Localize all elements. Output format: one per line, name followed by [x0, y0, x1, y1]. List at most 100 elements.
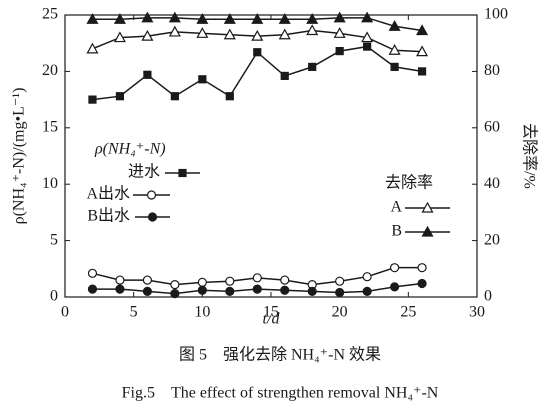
data-point	[416, 45, 429, 57]
data-point	[280, 275, 290, 285]
legend-marker	[421, 225, 434, 237]
data-point	[361, 11, 374, 23]
data-point	[141, 11, 154, 23]
y-tick-label: 0	[50, 288, 58, 305]
data-point	[417, 278, 427, 289]
legend-label: B出水	[87, 207, 130, 225]
data-point	[115, 275, 125, 285]
data-point	[170, 279, 180, 290]
data-point	[388, 44, 401, 55]
data-point	[251, 12, 264, 24]
data-point	[278, 28, 291, 40]
caption: Fig.5 The effect of strengthen removal N…	[122, 385, 439, 402]
legend-label: 进水	[128, 163, 160, 181]
legend-marker	[421, 201, 434, 213]
x-tick-label: 25	[400, 304, 416, 321]
data-point	[170, 92, 179, 101]
y-tick-label: 10	[42, 175, 58, 192]
y2-tick-label: 20	[484, 231, 500, 248]
data-point	[306, 12, 319, 24]
legend-label: A	[390, 199, 402, 216]
data-point	[390, 282, 400, 292]
data-point	[143, 70, 152, 79]
y-tick-label: 5	[50, 231, 58, 248]
y-tick-label: 25	[42, 6, 58, 23]
data-point	[196, 12, 209, 24]
data-point	[198, 75, 207, 84]
data-point	[251, 29, 264, 41]
x-tick-label: 5	[130, 304, 138, 321]
y2-tick-label: 60	[484, 118, 500, 135]
data-point	[280, 71, 289, 81]
data-point	[278, 12, 291, 24]
data-point	[335, 287, 345, 298]
data-point	[223, 12, 236, 24]
data-point	[113, 31, 126, 43]
data-point	[142, 275, 152, 285]
data-point	[225, 92, 234, 101]
y-tick-label: 15	[42, 118, 58, 135]
legend-label: A出水	[86, 185, 130, 203]
data-point	[390, 263, 400, 273]
data-point	[197, 277, 207, 287]
y2-axis-label: 去除率/%	[520, 123, 538, 189]
x-tick-label: 10	[194, 304, 210, 321]
data-point	[88, 95, 97, 104]
legend-marker	[147, 212, 158, 222]
data-point	[388, 20, 401, 31]
y2-tick-label: 0	[484, 288, 492, 305]
data-point	[170, 289, 180, 299]
data-point	[361, 31, 374, 43]
data-point	[308, 62, 317, 71]
data-point	[416, 24, 429, 36]
data-point	[168, 11, 181, 23]
data-point	[252, 284, 262, 294]
data-point	[86, 42, 99, 54]
y-tick-label: 20	[42, 62, 58, 79]
data-point	[280, 285, 290, 295]
data-point	[335, 46, 344, 56]
data-point	[87, 284, 98, 294]
data-point	[115, 92, 125, 101]
data-point	[335, 276, 345, 286]
legend-label: B	[391, 223, 402, 240]
x-tick-label: 20	[332, 304, 348, 321]
x-tick-label: 0	[61, 304, 69, 321]
legend-marker	[178, 168, 187, 178]
data-point	[225, 276, 235, 286]
data-point	[87, 268, 98, 278]
legend-title: 去除率	[385, 174, 433, 192]
data-point	[362, 286, 372, 296]
data-point	[417, 67, 427, 76]
y2-tick-label: 100	[484, 6, 508, 23]
legend-title: ρ(NH₄⁺-N)	[94, 141, 166, 158]
data-point	[390, 62, 399, 71]
x-axis-label: t/d	[263, 311, 281, 328]
data-point	[168, 25, 181, 37]
data-point	[196, 27, 209, 38]
data-point	[141, 29, 154, 41]
data-point	[223, 28, 236, 40]
data-point	[252, 273, 262, 283]
y2-tick-label: 80	[484, 62, 500, 79]
data-point	[307, 286, 317, 296]
legend-marker	[146, 190, 157, 200]
data-point	[142, 286, 152, 296]
y2-tick-label: 40	[484, 175, 500, 192]
data-point	[197, 285, 207, 295]
data-point	[113, 12, 126, 24]
data-point	[253, 48, 262, 57]
data-point	[362, 272, 372, 282]
data-point	[363, 42, 372, 51]
data-point	[225, 286, 235, 296]
data-point	[417, 263, 427, 273]
data-point	[333, 11, 346, 23]
x-tick-label: 30	[469, 304, 485, 321]
data-point	[333, 27, 346, 38]
x-tick-label: 15	[263, 304, 279, 321]
caption: 图 5 强化去除 NH₄⁺-N 效果	[179, 346, 381, 364]
y-axis-label: ρ(NH₄⁺-N)/(mg•L⁻¹)	[11, 88, 28, 225]
data-point	[306, 24, 319, 36]
data-point	[115, 284, 125, 294]
